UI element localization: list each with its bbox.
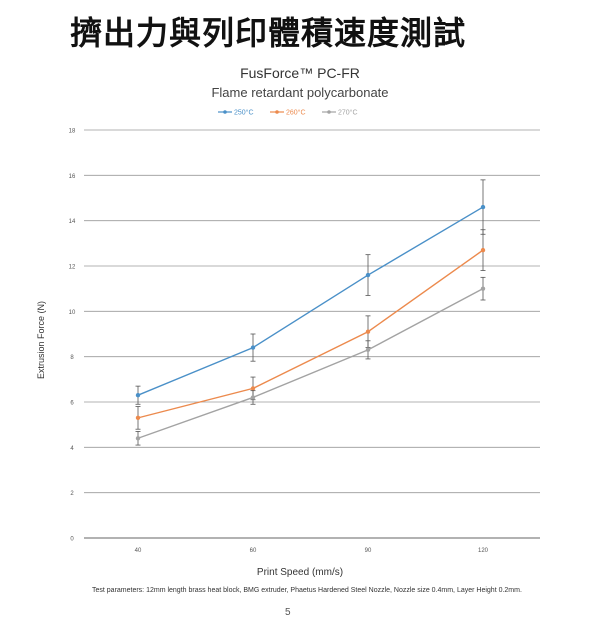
data-point: [365, 272, 371, 278]
y-axis-label: Extrusion Force (N): [36, 301, 46, 379]
data-point: [250, 345, 256, 350]
plot-area: [135, 179, 486, 446]
test-parameters-footnote: Test parameters: 12mm length brass heat …: [92, 587, 522, 594]
y-tick-label: 8: [70, 355, 74, 361]
chart-legend: 250°C 260°C 270°C: [218, 109, 358, 117]
legend-entry: 260°C: [286, 109, 306, 117]
series-line: [137, 206, 484, 396]
data-point: [365, 329, 371, 334]
legend-entry: 250°C: [234, 109, 254, 117]
x-tick-label: 60: [250, 548, 257, 554]
y-tick-label: 2: [70, 491, 74, 497]
data-point: [135, 415, 141, 421]
series-line: [137, 249, 484, 419]
data-point: [135, 436, 141, 441]
y-tick-label: 14: [69, 219, 76, 225]
y-tick-label: 12: [69, 265, 76, 271]
y-tick-label: 6: [70, 401, 74, 407]
data-point: [135, 393, 141, 398]
data-point: [250, 386, 256, 391]
legend-entry: 270°C: [338, 109, 358, 117]
page-title: 擠出力與列印體積速度測試: [70, 14, 467, 52]
data-point: [480, 247, 486, 253]
x-axis-label: Print Speed (mm/s): [257, 567, 343, 578]
y-tick-label: 10: [69, 310, 76, 316]
x-tick-label: 90: [365, 548, 372, 554]
y-tick-label: 16: [69, 174, 76, 180]
chart-title: FusForce™ PC-FR: [240, 65, 360, 81]
chart-subtitle: Flame retardant polycarbonate: [211, 85, 388, 100]
x-tick-label: 40: [135, 548, 142, 554]
y-axis-ticks: 0 2 4 6 8 10 12 14 16 18: [69, 129, 76, 543]
page-number: 5: [285, 607, 291, 618]
data-point: [365, 347, 371, 353]
y-tick-label: 0: [70, 537, 74, 543]
series-line: [137, 288, 484, 439]
data-point: [250, 395, 256, 400]
data-point: [480, 204, 486, 210]
legend-marker: [327, 110, 331, 114]
y-tick-label: 18: [69, 129, 76, 135]
data-point: [480, 286, 486, 291]
x-axis-ticks: 40 60 90 120: [135, 548, 489, 554]
x-tick-label: 120: [478, 548, 489, 554]
chart-grid: [84, 129, 540, 539]
legend-marker: [275, 110, 279, 114]
y-tick-label: 4: [70, 446, 74, 452]
legend-marker: [223, 110, 227, 114]
